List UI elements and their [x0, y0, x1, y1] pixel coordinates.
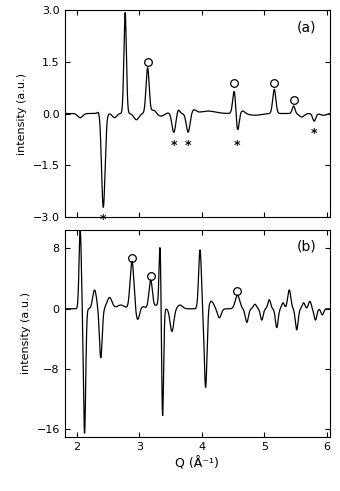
Text: *: * — [171, 139, 177, 152]
Y-axis label: intensity (a.u.): intensity (a.u.) — [21, 292, 31, 374]
Text: *: * — [185, 139, 191, 152]
Text: (a): (a) — [297, 20, 317, 34]
Text: *: * — [234, 139, 241, 152]
Text: *: * — [311, 127, 318, 140]
Y-axis label: intensity (a.u.): intensity (a.u.) — [17, 73, 27, 155]
X-axis label: Q (Å⁻¹): Q (Å⁻¹) — [175, 458, 219, 471]
Text: *: * — [100, 213, 106, 226]
Text: (b): (b) — [297, 240, 317, 254]
